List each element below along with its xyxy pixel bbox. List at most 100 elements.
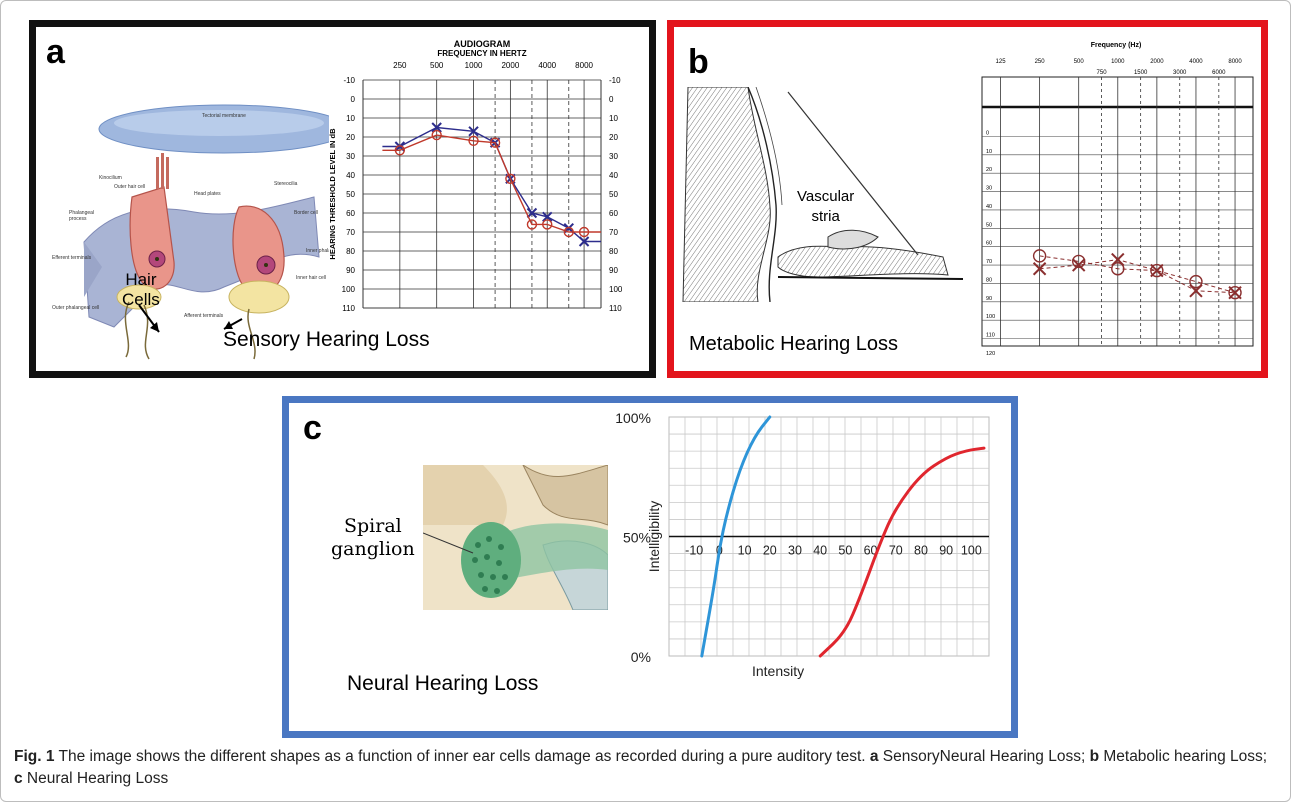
intelligibility-curve-red bbox=[818, 446, 986, 658]
intelligibility-xtick: 40 bbox=[813, 544, 827, 558]
panel-c-caption: Neural Hearing Loss bbox=[347, 672, 539, 695]
intelligibility-xtick: 70 bbox=[889, 544, 903, 558]
audiogram-b-series-x-line bbox=[1039, 259, 1236, 294]
audiogram-a-subtitle: FREQUENCY IN HERTZ bbox=[437, 49, 526, 58]
audiogram-b-xtick-top: 8000 bbox=[1228, 59, 1242, 65]
audiogram-b-series-o-line bbox=[1039, 255, 1236, 294]
audiogram-b-ytick: 20 bbox=[986, 167, 992, 173]
audiogram-a-ytick-left: 70 bbox=[346, 228, 355, 237]
audiogram-b-point-x-stroke2 bbox=[1071, 258, 1086, 272]
panel-b-caption: Metabolic Hearing Loss bbox=[689, 333, 898, 355]
vascular-label-line1: Vascular bbox=[797, 188, 855, 205]
figure-caption: Fig. 1 The image shows the different sha… bbox=[14, 746, 1276, 790]
intelligibility-xtick: 90 bbox=[939, 544, 953, 558]
illus-label-border-cell: Border cell bbox=[294, 210, 318, 216]
audiogram-a-point-x-stroke2 bbox=[578, 236, 590, 247]
audiogram-b-xtick-top: 1000 bbox=[1111, 59, 1125, 65]
audiogram-a-point-o bbox=[468, 135, 479, 147]
intelligibility-xtick: 80 bbox=[914, 544, 928, 558]
hair-cells-label-line1: Hair bbox=[125, 270, 157, 289]
caption-text: The image shows the different shapes as … bbox=[54, 748, 870, 765]
audiogram-b-chart: Frequency (Hz)125 250 500 1000 2000 4000 80007… bbox=[981, 42, 1254, 355]
audiogram-a-ytick-right: 60 bbox=[609, 209, 618, 218]
illus-label-inner-hair-cell: Inner hair cell bbox=[296, 275, 326, 281]
audiogram-a-ytick-right: 20 bbox=[609, 133, 618, 142]
intelligibility-xtick: 10 bbox=[738, 544, 752, 558]
audiogram-a-ytick-right: 100 bbox=[609, 285, 623, 294]
intelligibility-xtick: 20 bbox=[763, 544, 777, 558]
audiogram-b-xtick-bottom: 750 bbox=[1097, 70, 1108, 76]
audiogram-b-ytick: 80 bbox=[986, 277, 992, 283]
audiogram-a-point-o bbox=[563, 226, 574, 238]
illus-label-tectorial: Tectorial membrane bbox=[202, 113, 246, 119]
panel-a-label: a bbox=[46, 33, 65, 71]
audiogram-a-point-x bbox=[431, 122, 442, 133]
caption-b-text: Metabolic hearing Loss; bbox=[1099, 748, 1268, 765]
audiogram-a-point-x bbox=[526, 207, 538, 219]
intelligibility-xtick: 60 bbox=[864, 544, 878, 558]
illus-label-outer-phalangeal: Outer phalangeal cell bbox=[52, 305, 99, 311]
hair-cells-label: Hair Cells bbox=[122, 270, 160, 310]
intelligibility-ytick: 0% bbox=[631, 649, 651, 665]
audiogram-b-ytick: 10 bbox=[986, 149, 992, 155]
audiogram-b-ytick: 110 bbox=[986, 333, 995, 339]
audiogram-a-point-o bbox=[542, 219, 553, 230]
audiogram-a-ytick-right: 30 bbox=[609, 152, 618, 161]
audiogram-a-xtick: 500 bbox=[430, 61, 444, 70]
caption-a-label: a bbox=[869, 748, 879, 765]
audiogram-a-ytick-right: 10 bbox=[609, 114, 618, 123]
audiogram-a-xtick: 250 bbox=[393, 61, 407, 70]
audiogram-a-ytick-left: 40 bbox=[346, 171, 355, 180]
panel-c: c Spiral ganglion Neural Hearing Loss 0%… bbox=[282, 396, 1018, 738]
audiogram-a-ytick-left: 60 bbox=[346, 209, 355, 218]
audiogram-a-ytick-left: 90 bbox=[346, 266, 355, 275]
caption-a-text: SensoryNeural Hearing Loss; bbox=[878, 748, 1090, 765]
intelligibility-xtick: -10 bbox=[685, 544, 703, 558]
audiogram-a-point-x bbox=[468, 126, 479, 137]
audiogram-a-ytick-left: 100 bbox=[342, 285, 356, 294]
intelligibility-xtick: 100 bbox=[961, 544, 982, 558]
audiogram-a-point-o bbox=[505, 173, 516, 185]
audiogram-b-ytick: 60 bbox=[986, 241, 992, 247]
audiogram-b-point-o bbox=[1111, 262, 1125, 276]
audiogram-a-point-x bbox=[578, 236, 590, 247]
audiogram-a-ytick-right: 70 bbox=[609, 228, 618, 237]
audiogram-b-point-o bbox=[1032, 249, 1047, 263]
spiral-ganglion-label: Spiral ganglion bbox=[331, 515, 415, 561]
audiogram-b-ytick: 100 bbox=[986, 314, 995, 320]
audiogram-b-point-o bbox=[1189, 274, 1203, 289]
intelligibility-ytick: 100% bbox=[615, 410, 651, 426]
audiogram-a-ytick-left: 80 bbox=[346, 247, 355, 256]
audiogram-b-xtick-top: 125 bbox=[996, 59, 1007, 65]
illus-label-afferent: Afferent terminals bbox=[184, 313, 224, 319]
audiogram-b-ytick: 40 bbox=[986, 204, 992, 210]
caption-c-text: Neural Hearing Loss bbox=[22, 770, 169, 787]
audiogram-b-xtick-bottom: 3000 bbox=[1173, 70, 1187, 76]
audiogram-b-xtick-top: 250 bbox=[1035, 59, 1046, 65]
audiogram-a-ytick-left: 20 bbox=[346, 133, 355, 142]
illus-label-phalangeal: Phalangeal bbox=[69, 210, 94, 216]
panel-b-label: b bbox=[688, 43, 709, 81]
audiogram-b-point-o bbox=[1071, 254, 1086, 269]
audiogram-a-ytick-right: 50 bbox=[609, 190, 618, 199]
intelligibility-xtick: 50 bbox=[838, 544, 852, 558]
audiogram-a-xtick: 8000 bbox=[575, 61, 593, 70]
audiogram-b-ytick: 0 bbox=[986, 130, 989, 136]
audiogram-b-ytick: 70 bbox=[986, 259, 992, 265]
audiogram-a-point-o bbox=[578, 226, 590, 238]
audiogram-a-point-x bbox=[542, 211, 553, 223]
illus-label-inner-phalangeal: Inner phalangeal cell bbox=[306, 248, 329, 254]
intelligibility-xlabel: Intensity bbox=[752, 663, 804, 679]
audiogram-a-point-x-stroke2 bbox=[431, 122, 442, 133]
audiogram-b-point-x-stroke2 bbox=[1032, 262, 1047, 276]
audiogram-a-point-o bbox=[431, 129, 442, 141]
vascular-label-line2: stria bbox=[811, 208, 840, 225]
audiogram-a-xtick: 4000 bbox=[538, 61, 556, 70]
audiogram-a-ytick-left: -10 bbox=[343, 76, 355, 85]
audiogram-b-ytick: 30 bbox=[986, 186, 992, 192]
intelligibility-ylabel: Intelligibility bbox=[646, 501, 662, 573]
intelligibility-ytick: 50% bbox=[623, 530, 651, 546]
panel-b: b Vascular stria Metabolic Hearing Loss … bbox=[667, 20, 1268, 378]
audiogram-b-xtick-bottom: 6000 bbox=[1212, 70, 1226, 76]
audiogram-a-ytick-right: 90 bbox=[609, 266, 618, 275]
